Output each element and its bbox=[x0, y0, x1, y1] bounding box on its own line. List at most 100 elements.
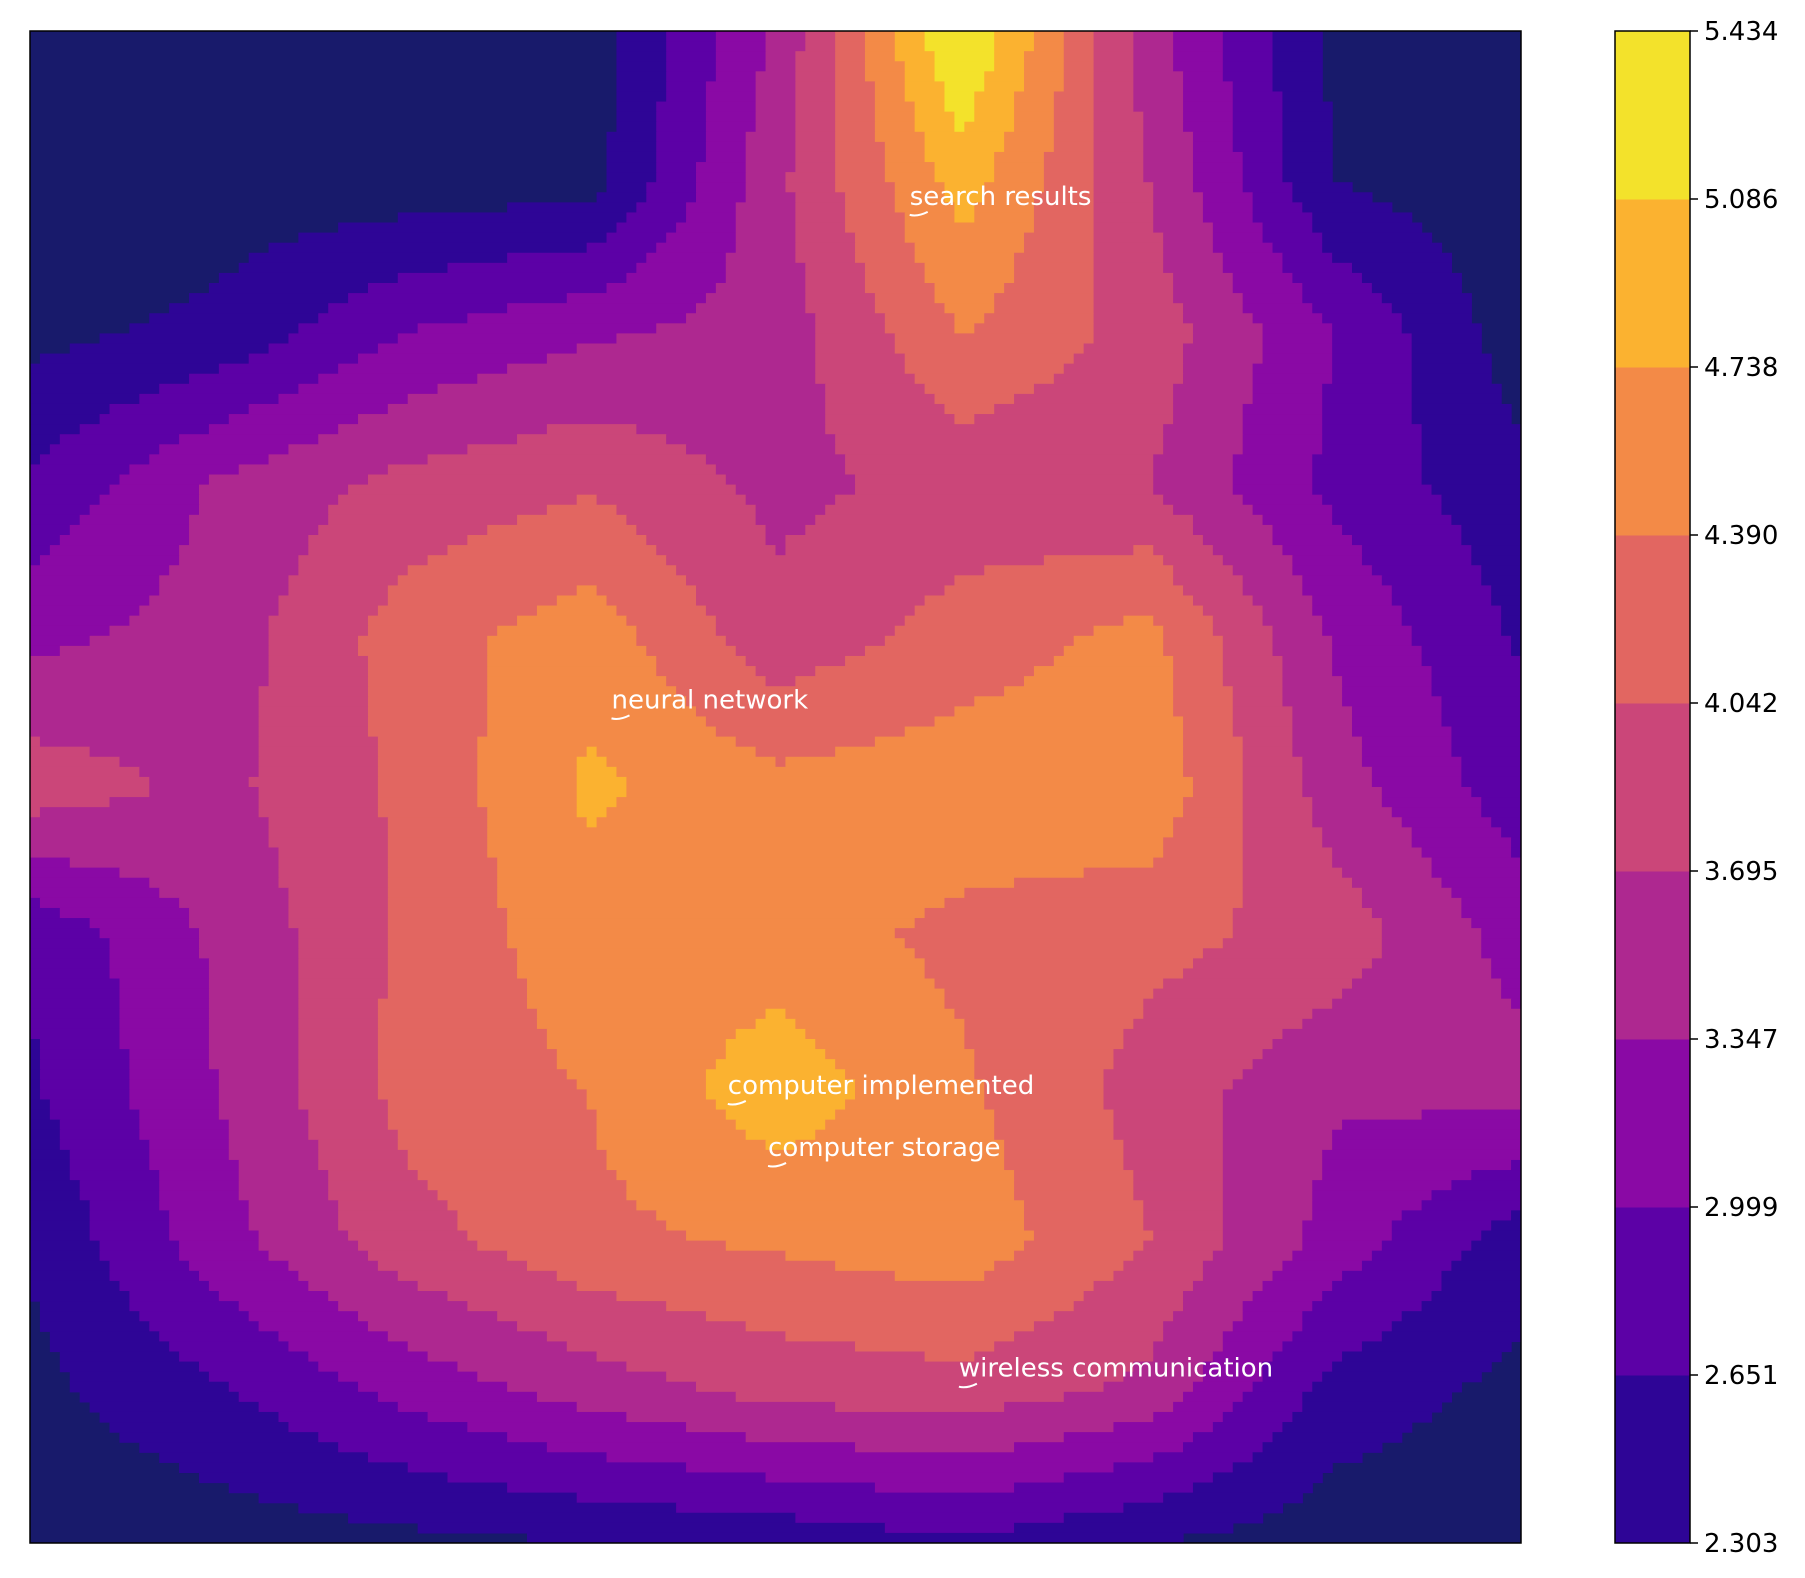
contour-band-cell bbox=[447, 1200, 637, 1211]
contour-band-cell bbox=[1033, 666, 1174, 677]
contour-band-cell bbox=[795, 676, 1025, 687]
contour-band-cell bbox=[30, 454, 41, 466]
contour-band-cell bbox=[109, 968, 210, 980]
contour-band-cell bbox=[338, 424, 548, 435]
contour-band-cell bbox=[705, 91, 757, 103]
contour-band-cell bbox=[864, 31, 896, 42]
contour-band-cell bbox=[1302, 283, 1373, 294]
colorbar-tick-label: 2.303 bbox=[1704, 1529, 1778, 1559]
contour-band-cell bbox=[507, 1482, 876, 1494]
contour-band-cell bbox=[1272, 51, 1323, 62]
contour-band-cell bbox=[338, 1220, 459, 1232]
contour-band-cell bbox=[1093, 172, 1144, 183]
contour-band-cell bbox=[30, 877, 150, 889]
contour-band-cell bbox=[1332, 1129, 1521, 1141]
contour-band-cell bbox=[30, 787, 150, 798]
contour-band-cell bbox=[1312, 1008, 1521, 1020]
contour-band-cell bbox=[59, 1119, 140, 1131]
contour-band-cell bbox=[725, 272, 806, 284]
contour-band-cell bbox=[30, 827, 270, 838]
contour-band-cell bbox=[417, 1280, 578, 1292]
contour-band-cell bbox=[30, 1280, 121, 1292]
contour-band-cell bbox=[109, 948, 200, 959]
contour-band-cell bbox=[517, 434, 667, 445]
contour-band-cell bbox=[576, 494, 598, 506]
contour-band-cell bbox=[1093, 31, 1134, 42]
contour-band-cell bbox=[1033, 202, 1095, 214]
contour-band-cell bbox=[109, 958, 210, 970]
contour-band-cell bbox=[1232, 464, 1313, 476]
contour-band-cell bbox=[1332, 655, 1423, 667]
contour-band-cell bbox=[934, 293, 995, 304]
contour-band-cell bbox=[666, 81, 707, 93]
contour-band-cell bbox=[1232, 101, 1284, 113]
contour-band-cell bbox=[1232, 484, 1313, 496]
contour-band-cell bbox=[1302, 585, 1393, 597]
contour-band-cell bbox=[695, 162, 747, 173]
contour-band-cell bbox=[1262, 615, 1323, 627]
contour-band-cell bbox=[507, 1432, 747, 1443]
contour-band-cell bbox=[676, 1502, 1124, 1514]
contour-band-cell bbox=[686, 212, 737, 224]
contour-band-cell bbox=[695, 303, 806, 314]
contour-band-cell bbox=[1361, 272, 1462, 284]
contour-band-cell bbox=[994, 51, 1025, 62]
contour-band-cell bbox=[606, 807, 1184, 818]
contour-band-cell bbox=[924, 41, 995, 52]
contour-band-cell bbox=[30, 1018, 121, 1030]
contour-band-cell bbox=[367, 655, 488, 667]
contour-band-cell bbox=[1163, 847, 1244, 859]
contour-band-cell bbox=[1093, 262, 1164, 274]
contour-band-cell bbox=[666, 232, 737, 244]
contour-band-cell bbox=[1252, 1291, 1323, 1302]
contour-band-cell bbox=[139, 1442, 339, 1453]
contour-band-cell bbox=[1123, 1159, 1224, 1171]
contour-band-cell bbox=[139, 1119, 230, 1131]
contour-band-cell bbox=[536, 605, 618, 617]
contour-band-cell bbox=[1063, 1432, 1194, 1443]
contour-band-cell bbox=[1491, 595, 1521, 607]
contour-band-cell bbox=[308, 1109, 389, 1121]
contour-band-cell bbox=[308, 1280, 419, 1292]
contour-band-cell bbox=[576, 1280, 1095, 1292]
contour-band-cell bbox=[30, 666, 270, 677]
contour-band-cell bbox=[1063, 71, 1095, 82]
contour-band-cell bbox=[1024, 676, 1174, 687]
contour-band-cell bbox=[1252, 393, 1323, 405]
contour-band-cell bbox=[1282, 121, 1333, 133]
contour-band-cell bbox=[1173, 1311, 1244, 1322]
contour-band-cell bbox=[1461, 1250, 1521, 1262]
contour-band-cell bbox=[954, 414, 975, 425]
contour-band-cell bbox=[646, 192, 697, 203]
contour-band-cell bbox=[1163, 444, 1244, 455]
contour-band-cell bbox=[755, 101, 796, 113]
contour-band-cell bbox=[855, 474, 1154, 486]
contour-band-cell bbox=[1173, 655, 1224, 667]
contour-band-cell bbox=[1302, 202, 1393, 214]
contour-band-cell bbox=[1083, 1291, 1184, 1302]
contour-band-cell bbox=[198, 504, 329, 516]
contour-band-cell bbox=[109, 938, 200, 949]
contour-band-cell bbox=[536, 1018, 757, 1030]
contour-band-cell bbox=[1461, 535, 1521, 546]
contour-band-cell bbox=[228, 1129, 309, 1141]
contour-band-cell bbox=[1073, 1301, 1184, 1312]
contour-band-cell bbox=[487, 716, 707, 728]
contour-band-cell bbox=[30, 1039, 41, 1050]
contour-band-cell bbox=[1322, 1170, 1472, 1181]
contour-band-cell bbox=[1272, 1270, 1343, 1282]
contour-band-cell bbox=[367, 1452, 608, 1463]
contour-band-cell bbox=[477, 797, 578, 808]
contour-band-cell bbox=[179, 434, 319, 445]
contour-band-cell bbox=[1222, 51, 1274, 62]
contour-band-cell bbox=[1501, 827, 1521, 838]
contour-band-cell bbox=[1053, 141, 1095, 153]
contour-band-cell bbox=[994, 293, 1095, 304]
contour-band-cell bbox=[586, 1089, 707, 1101]
contour-band-cell bbox=[815, 323, 886, 334]
contour-band-cell bbox=[775, 545, 787, 556]
contour-band-cell bbox=[268, 655, 369, 667]
contour-band-cell bbox=[298, 978, 389, 990]
contour-band-cell bbox=[1352, 726, 1453, 738]
contour-band-cell bbox=[735, 232, 796, 244]
